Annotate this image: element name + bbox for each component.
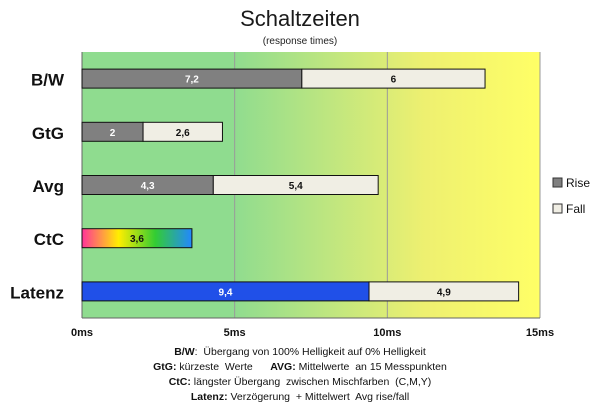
bar-rise-label: 3,6 <box>130 234 144 245</box>
footnote-gtg-avg: GtG: kürzeste Werte AVG: Mittelwerte an … <box>153 361 447 373</box>
x-tick-label: 0ms <box>71 327 93 339</box>
bar-fall-label: 6 <box>391 75 397 86</box>
category-label: CtC <box>34 230 64 249</box>
category-label: Latenz <box>10 283 64 302</box>
chart-title: Schaltzeiten <box>240 6 360 31</box>
bar-fall-label: 5,4 <box>289 181 303 192</box>
bar-fall <box>212 175 379 195</box>
x-tick-label: 10ms <box>373 327 401 339</box>
chart-subtitle: (response times) <box>262 36 338 47</box>
bar-fall <box>142 121 223 142</box>
bar-fall-label: 4,9 <box>437 287 451 298</box>
bar-rise-label: 4,3 <box>141 181 155 192</box>
chart-footnotes: B/W: Übergang von 100% Helligkeit auf 0%… <box>0 345 600 405</box>
bar-fall <box>368 281 520 302</box>
category-label: B/W <box>31 71 65 90</box>
bar-rise-label: 2 <box>110 128 116 139</box>
bar-fall-label: 2,6 <box>176 128 190 139</box>
bar-rise-label: 7,2 <box>185 75 199 86</box>
legend-swatch <box>552 203 563 214</box>
bar-fall <box>301 68 486 89</box>
legend-label: Fall <box>566 202 585 216</box>
category-label: GtG <box>32 124 64 143</box>
footnote-bw: B/W: Übergang von 100% Helligkeit auf 0%… <box>174 346 426 358</box>
bar-rise <box>81 228 193 249</box>
legend-label: Rise <box>566 176 590 190</box>
x-tick-label: 15ms <box>526 327 554 339</box>
legend-swatch <box>552 177 563 188</box>
category-label: Avg <box>33 177 65 196</box>
bar-rise-label: 9,4 <box>219 287 233 298</box>
footnote-latenz: Latenz: Verzögerung + Mittelwert Avg ris… <box>190 391 410 403</box>
x-tick-label: 5ms <box>224 327 246 339</box>
footnote-ctc: CtC: längster Übergang zwischen Mischfar… <box>168 376 432 388</box>
